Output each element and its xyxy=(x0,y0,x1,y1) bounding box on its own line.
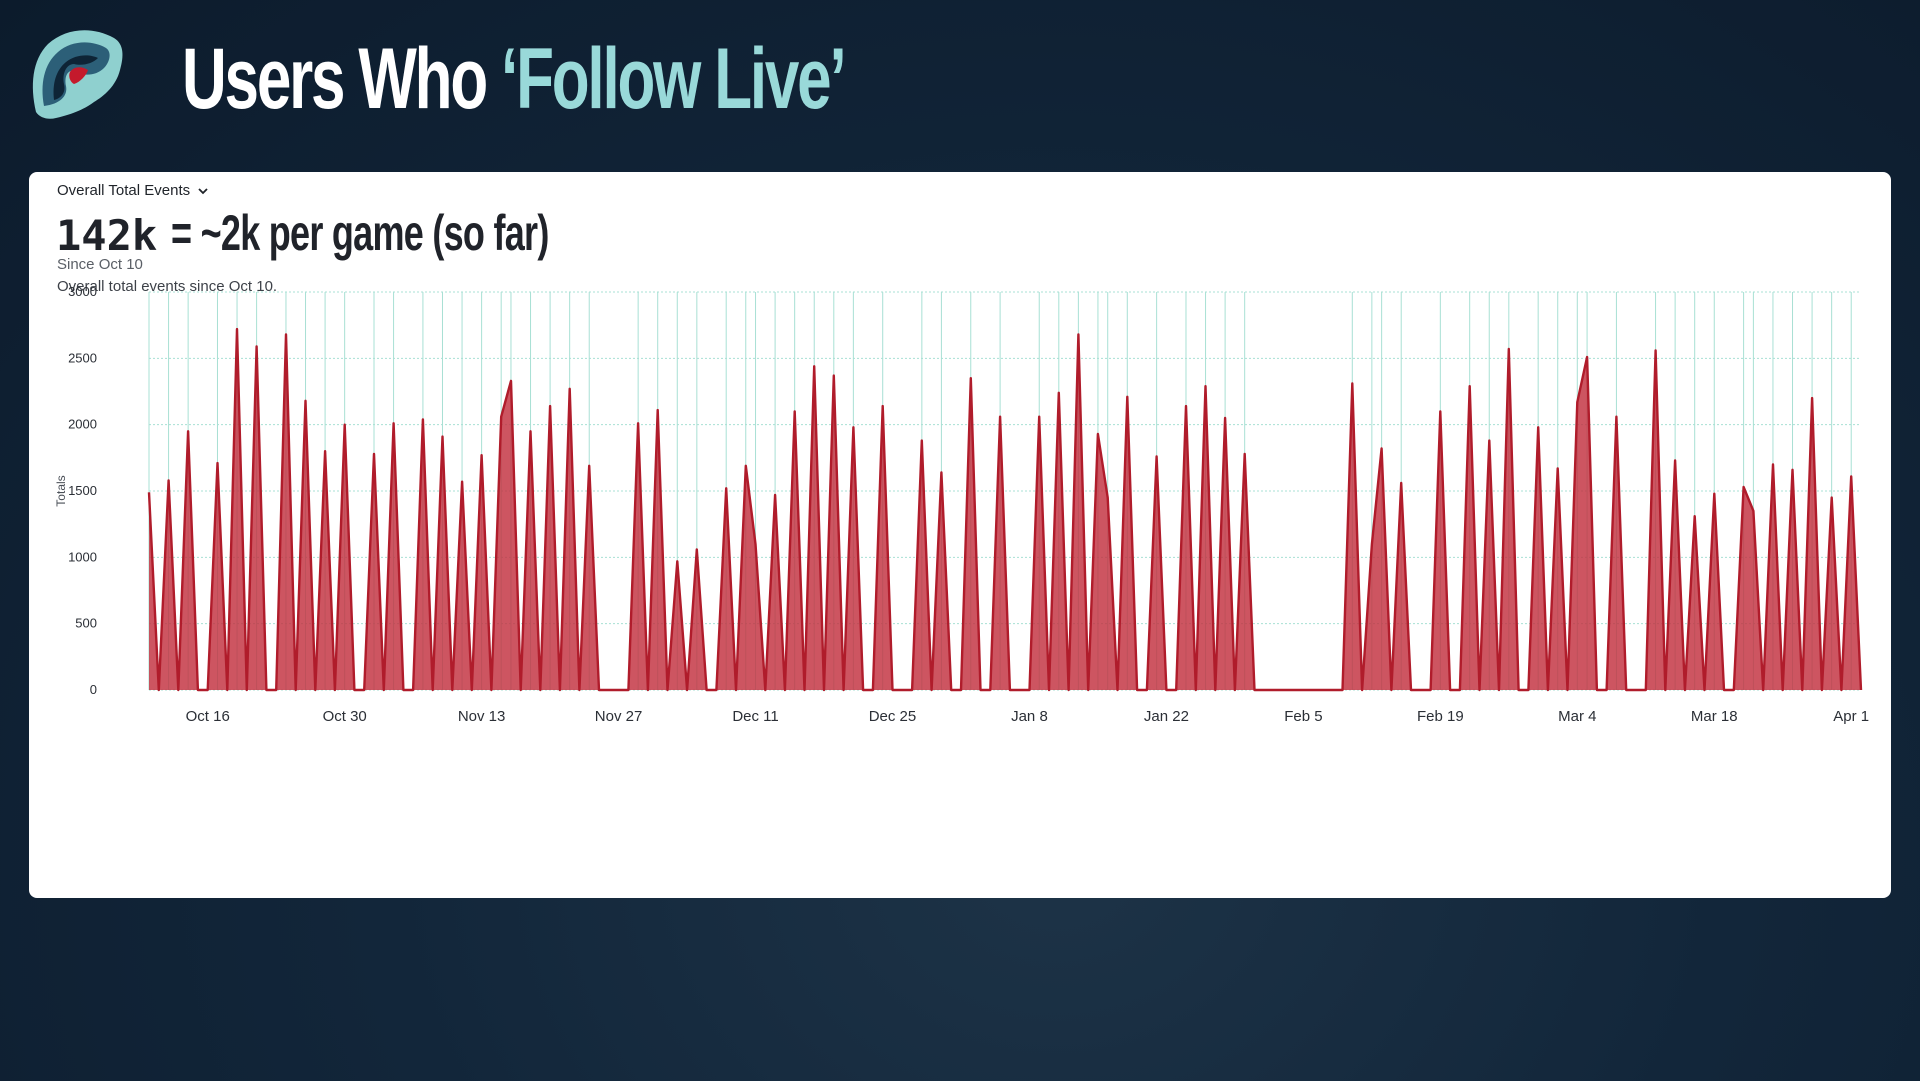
x-tick-label: Oct 30 xyxy=(323,708,367,725)
series-line xyxy=(147,327,1863,692)
title-main-text: Users Who xyxy=(182,31,502,127)
series-area xyxy=(149,329,1861,690)
since-subtitle: Since Oct 10 xyxy=(57,256,143,273)
y-tick-label: 2500 xyxy=(68,350,97,365)
x-tick-label: Jan 22 xyxy=(1144,708,1189,725)
headline: 142k = ~2k per game (so far) xyxy=(56,204,696,262)
chart-card: Overall Total Events 142k = ~2k per game … xyxy=(29,172,1891,898)
metric-value: 142k xyxy=(56,211,158,260)
x-tick-label: Oct 16 xyxy=(186,708,230,725)
kraken-tentacle-logo-icon xyxy=(32,30,123,119)
y-tick-label: 1000 xyxy=(68,549,97,564)
y-axis-label: Totals xyxy=(54,475,68,506)
slide-title: Users Who ‘Follow Live’ xyxy=(182,36,847,122)
x-tick-label: Mar 4 xyxy=(1558,708,1596,725)
x-tick-label: Feb 5 xyxy=(1284,708,1322,725)
y-tick-label: 3000 xyxy=(68,284,97,299)
x-tick-label: Mar 18 xyxy=(1691,708,1738,725)
y-tick-label: 1500 xyxy=(68,483,97,498)
x-tick-label: Feb 19 xyxy=(1417,708,1464,725)
metric-selector-label: Overall Total Events xyxy=(57,182,191,199)
y-tick-label: 500 xyxy=(75,616,97,631)
x-tick-label: Jan 8 xyxy=(1011,708,1048,725)
slide-header: Users Who ‘Follow Live’ xyxy=(0,0,1920,170)
y-tick-label: 0 xyxy=(90,682,97,697)
metric-selector-dropdown[interactable]: Overall Total Events xyxy=(57,182,210,199)
x-tick-label: Apr 1 xyxy=(1833,708,1869,725)
x-tick-label: Nov 27 xyxy=(595,708,643,725)
metric-annotation: = ~2k per game (so far) xyxy=(171,205,549,261)
x-tick-label: Nov 13 xyxy=(458,708,506,725)
chart-description: Overall total events since Oct 10. xyxy=(57,278,278,295)
x-tick-label: Dec 25 xyxy=(869,708,917,725)
x-tick-label: Dec 11 xyxy=(732,708,778,725)
y-tick-label: 2000 xyxy=(68,417,97,432)
events-area-chart: 0 500 1000 1500 2000 2500 3000 Totals Oct 16 Oct … xyxy=(54,284,1869,725)
chevron-down-icon xyxy=(198,187,208,194)
title-accent-text: ‘Follow Live’ xyxy=(501,31,847,127)
